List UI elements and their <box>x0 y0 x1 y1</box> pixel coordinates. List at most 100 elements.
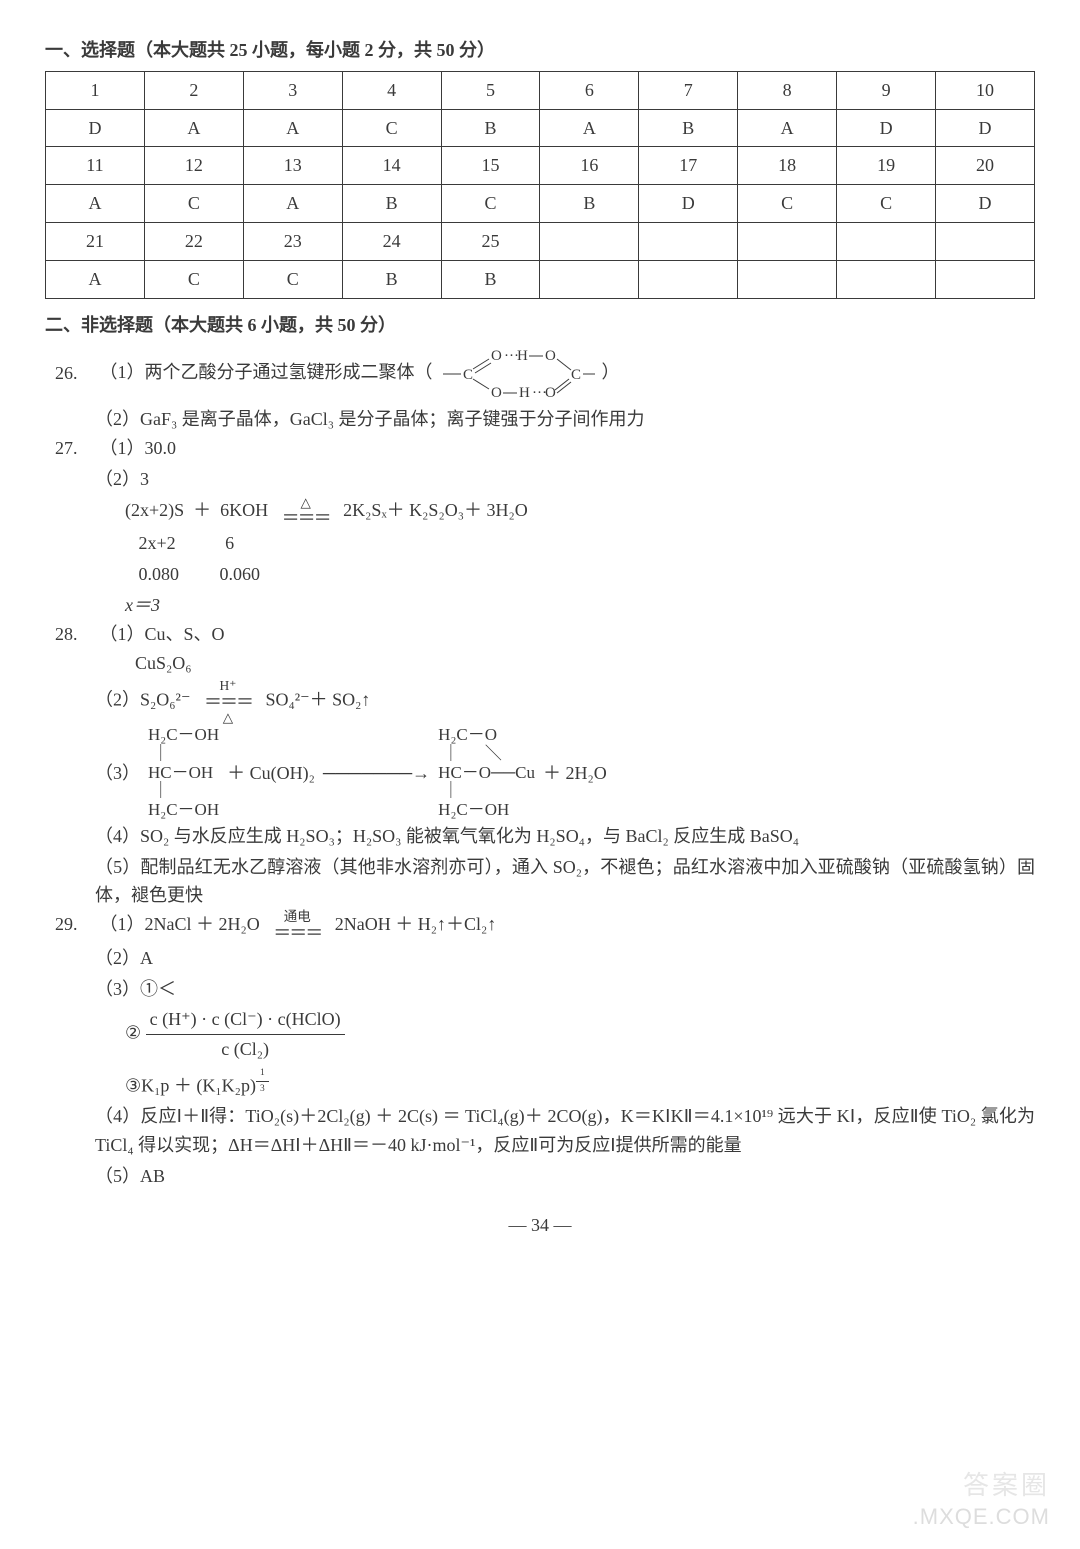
answer-cell: 25 <box>441 222 540 260</box>
q28-p3-product: H₂C－O ｜ ＼HC－O──Cu ｜H₂C－OH <box>438 726 535 819</box>
svg-text:O: O <box>491 348 502 364</box>
q28-p1b: CuS₂O₆ <box>135 649 1035 678</box>
q26-p1-suffix: ） <box>602 363 620 383</box>
answer-cell <box>639 222 738 260</box>
answer-cell <box>837 260 936 298</box>
answer-cell: C <box>144 260 243 298</box>
q29-frac-top: c (H⁺) · c (Cl⁻) · c(HClO) <box>146 1005 345 1035</box>
q27-p2: （2）3 <box>95 465 1035 494</box>
answer-cell <box>540 222 639 260</box>
answer-cell: C <box>144 185 243 223</box>
answer-cell: C <box>243 260 342 298</box>
q28-num: 28. <box>55 620 95 649</box>
q26-num: 26. <box>55 359 95 388</box>
answer-cell: B <box>342 260 441 298</box>
section2-heading: 二、非选择题（本大题共 6 小题，共 50 分） <box>45 311 1035 340</box>
answer-cell: 12 <box>144 147 243 185</box>
q29-p1-lhs: （1）2NaCl ＋ 2H₂O <box>100 914 260 934</box>
answer-cell: A <box>243 109 342 147</box>
answer-cell: 2 <box>144 71 243 109</box>
q29-frac-bot: c (Cl₂) <box>146 1035 345 1064</box>
answer-cell: A <box>144 109 243 147</box>
answer-cell: 15 <box>441 147 540 185</box>
q28-p3-arrow: ───────→ <box>323 759 430 788</box>
answer-cell: 1 <box>46 71 145 109</box>
q29-p1-arrow: 通电 ＝＝＝ <box>273 910 321 942</box>
answer-cell: 19 <box>837 147 936 185</box>
answer-cell: C <box>837 185 936 223</box>
svg-text:H: H <box>517 348 528 364</box>
answer-cell: 24 <box>342 222 441 260</box>
q27-r2a: 0.080 <box>139 564 180 584</box>
q29-p3-3-base: ③K₁p ＋ (K₁K₂p) <box>125 1076 256 1096</box>
answer-cell: 9 <box>837 71 936 109</box>
page-number: — 34 — <box>45 1211 1035 1240</box>
q28-p3-label: （3） <box>95 759 140 788</box>
q29-p2: （2）A <box>95 944 1035 973</box>
answer-cell: D <box>936 185 1035 223</box>
q28-p3: （3） H₂C－OH ｜HC－OH ｜H₂C－OH ＋ Cu(OH)₂ ────… <box>95 726 1035 819</box>
q27-eq-arrow: △ ＝＝＝ <box>282 496 330 528</box>
q27-concl: x＝3 <box>125 591 1035 620</box>
q26: 26. （1）两个乙酸分子通过氢键形成二聚体（ C O ··· H O O H … <box>95 345 1035 403</box>
q29-exp-bot: 3 <box>256 1082 269 1097</box>
answer-cell <box>738 222 837 260</box>
answer-cell <box>936 260 1035 298</box>
answer-table: 12345678910DAACBABADD1112131415161718192… <box>45 71 1035 299</box>
q28-p2-top: H⁺ <box>204 679 252 693</box>
answer-cell: 10 <box>936 71 1035 109</box>
answer-cell: 6 <box>540 71 639 109</box>
q28-p1a: （1）Cu、S、O <box>100 624 225 644</box>
q28-p5: （5）配制品红无水乙醇溶液（其他非水溶剂亦可），通入 SO₂，不褪色；品红水溶液… <box>95 853 1035 911</box>
svg-text:O: O <box>545 385 556 401</box>
q29-num: 29. <box>55 910 95 939</box>
q27-concl-text: x＝3 <box>125 595 160 615</box>
answer-cell: 4 <box>342 71 441 109</box>
answer-cell: 7 <box>639 71 738 109</box>
q29-p3-fraction: c (H⁺) · c (Cl⁻) · c(HClO) c (Cl₂) <box>146 1005 345 1064</box>
q27-eq-lhs1: (2x+2)S <box>125 500 184 520</box>
q28-p3-reactant: H₂C－OH ｜HC－OH ｜H₂C－OH <box>148 726 219 819</box>
q29-p3-3: ③K₁p ＋ (K₁K₂p)13 <box>125 1066 1035 1100</box>
answer-cell: 22 <box>144 222 243 260</box>
svg-text:H: H <box>519 385 530 401</box>
answer-cell: 17 <box>639 147 738 185</box>
watermark-bottom: .MXQE.COM <box>913 1499 1050 1534</box>
q27-r2b: 0.060 <box>220 564 261 584</box>
answer-cell: C <box>342 109 441 147</box>
q27-num: 27. <box>55 434 95 463</box>
answer-cell <box>639 260 738 298</box>
answer-cell: D <box>46 109 145 147</box>
answer-cell: 11 <box>46 147 145 185</box>
q27-p1: （1）30.0 <box>100 438 177 458</box>
answer-cell: A <box>243 185 342 223</box>
svg-text:C: C <box>571 367 581 383</box>
q29-p1-rhs: 2NaOH ＋ H₂↑＋Cl₂↑ <box>335 914 497 934</box>
q28-p2-lhs: （2）S₂O₆²⁻ <box>95 690 190 710</box>
answer-cell: A <box>540 109 639 147</box>
answer-cell: D <box>837 109 936 147</box>
q28-p2-bot: △ <box>204 711 252 725</box>
answer-cell: A <box>46 185 145 223</box>
q29-p1-top: 通电 <box>273 910 321 924</box>
answer-cell: A <box>738 109 837 147</box>
answer-cell: C <box>738 185 837 223</box>
q28: 28. （1）Cu、S、O <box>95 620 1035 649</box>
svg-text:C: C <box>463 367 473 383</box>
q29: 29. （1）2NaCl ＋ 2H₂O 通电 ＝＝＝ 2NaOH ＋ H₂↑＋C… <box>95 910 1035 942</box>
answer-cell: 13 <box>243 147 342 185</box>
answer-cell: A <box>46 260 145 298</box>
q29-p3-2-label: ② <box>125 1023 141 1043</box>
q27: 27. （1）30.0 <box>95 434 1035 463</box>
answer-cell: D <box>936 109 1035 147</box>
q29-p3-2: ② c (H⁺) · c (Cl⁻) · c(HClO) c (Cl₂) <box>125 1005 1035 1064</box>
answer-cell <box>738 260 837 298</box>
q27-eq-lhs2: 6KOH <box>220 500 268 520</box>
q28-p2: （2）S₂O₆²⁻ H⁺ ＝＝＝ △ SO₄²⁻＋ SO₂↑ <box>95 679 1035 724</box>
answer-cell: D <box>639 185 738 223</box>
answer-cell: 16 <box>540 147 639 185</box>
answer-cell: 18 <box>738 147 837 185</box>
answer-cell: 14 <box>342 147 441 185</box>
answer-cell: B <box>342 185 441 223</box>
q27-r1a: 2x+2 <box>139 533 176 553</box>
